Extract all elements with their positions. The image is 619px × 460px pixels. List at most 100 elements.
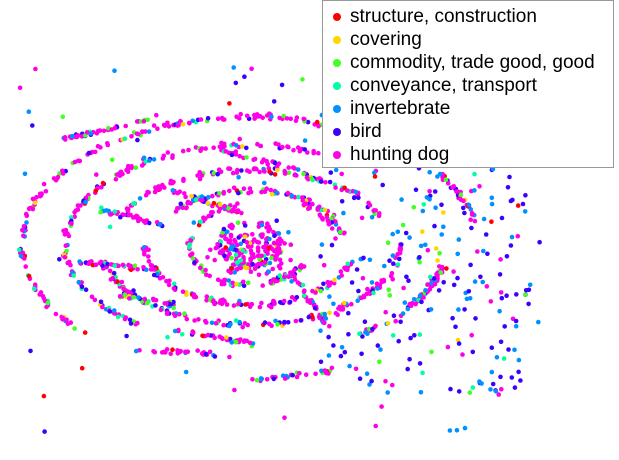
data-point — [273, 257, 278, 262]
data-point — [212, 354, 218, 359]
data-point — [241, 186, 247, 191]
data-point — [106, 208, 112, 214]
data-point — [437, 171, 443, 177]
data-point — [241, 279, 246, 285]
data-point — [266, 269, 272, 275]
data-point — [505, 185, 511, 190]
data-point — [513, 324, 519, 329]
data-point — [254, 112, 260, 117]
data-point — [515, 233, 521, 239]
data-point — [83, 199, 88, 205]
data-point — [294, 374, 300, 380]
data-point — [418, 243, 424, 249]
data-point — [236, 235, 241, 240]
data-point — [244, 155, 249, 160]
data-point — [136, 218, 141, 224]
data-point — [387, 258, 392, 264]
data-point — [398, 319, 403, 325]
data-point — [432, 189, 438, 194]
data-point — [137, 196, 143, 201]
data-point — [372, 174, 378, 179]
data-point — [329, 242, 335, 248]
data-point — [28, 348, 33, 354]
data-point — [448, 386, 453, 392]
data-point — [128, 321, 134, 326]
data-point — [173, 209, 179, 214]
data-point — [390, 333, 396, 338]
data-point — [489, 369, 495, 375]
data-point — [92, 149, 98, 155]
data-point — [37, 191, 43, 197]
data-point — [303, 372, 309, 378]
data-point — [166, 124, 172, 129]
data-point — [222, 117, 227, 122]
legend-label: hunting dog — [350, 144, 450, 165]
data-point — [429, 280, 434, 286]
data-point — [321, 262, 327, 268]
data-point — [322, 311, 328, 317]
data-point — [225, 229, 230, 235]
data-point — [115, 279, 120, 284]
data-point — [305, 150, 310, 155]
data-point — [185, 199, 191, 205]
data-point — [277, 257, 283, 263]
data-point — [385, 240, 391, 245]
data-point — [186, 147, 191, 153]
data-point — [323, 180, 328, 185]
data-point — [180, 289, 186, 295]
data-point — [361, 255, 366, 261]
data-point — [215, 242, 220, 247]
data-point — [292, 172, 298, 178]
data-point — [413, 187, 419, 193]
data-point — [132, 214, 138, 220]
data-point — [86, 150, 92, 156]
data-point — [164, 278, 169, 284]
data-point — [135, 320, 140, 326]
data-point — [211, 145, 216, 150]
data-point — [282, 241, 287, 246]
data-point — [197, 265, 203, 271]
data-point — [261, 157, 266, 162]
data-point — [100, 180, 106, 186]
data-point — [251, 166, 257, 171]
data-point — [240, 144, 245, 149]
data-point — [69, 221, 74, 226]
data-point — [323, 316, 329, 321]
data-point — [281, 298, 287, 304]
data-point — [221, 322, 226, 328]
data-point — [233, 80, 239, 86]
data-point — [364, 371, 370, 377]
data-point — [170, 180, 175, 186]
data-point — [76, 280, 82, 285]
data-point — [411, 297, 417, 302]
data-point — [232, 387, 237, 393]
data-point — [93, 262, 99, 268]
data-point — [498, 290, 504, 295]
data-point — [269, 192, 275, 197]
data-point — [180, 122, 186, 127]
data-point — [233, 318, 239, 323]
data-point — [280, 144, 285, 150]
data-point — [221, 191, 226, 196]
data-point — [508, 243, 514, 248]
data-point — [60, 315, 65, 321]
data-point — [436, 288, 442, 293]
data-point — [249, 66, 254, 72]
data-point — [345, 267, 350, 273]
data-point — [71, 273, 76, 278]
data-point — [212, 257, 217, 263]
data-point — [367, 382, 372, 387]
data-point — [438, 270, 444, 275]
data-point — [224, 302, 230, 307]
data-point — [198, 219, 204, 225]
data-point — [403, 230, 409, 236]
data-point — [439, 202, 444, 208]
data-point — [264, 186, 270, 191]
data-point — [184, 316, 190, 322]
data-point — [112, 209, 118, 214]
data-point — [101, 128, 107, 134]
data-point — [506, 347, 511, 352]
data-point — [60, 171, 66, 176]
data-point — [493, 389, 499, 394]
data-point — [275, 322, 280, 327]
